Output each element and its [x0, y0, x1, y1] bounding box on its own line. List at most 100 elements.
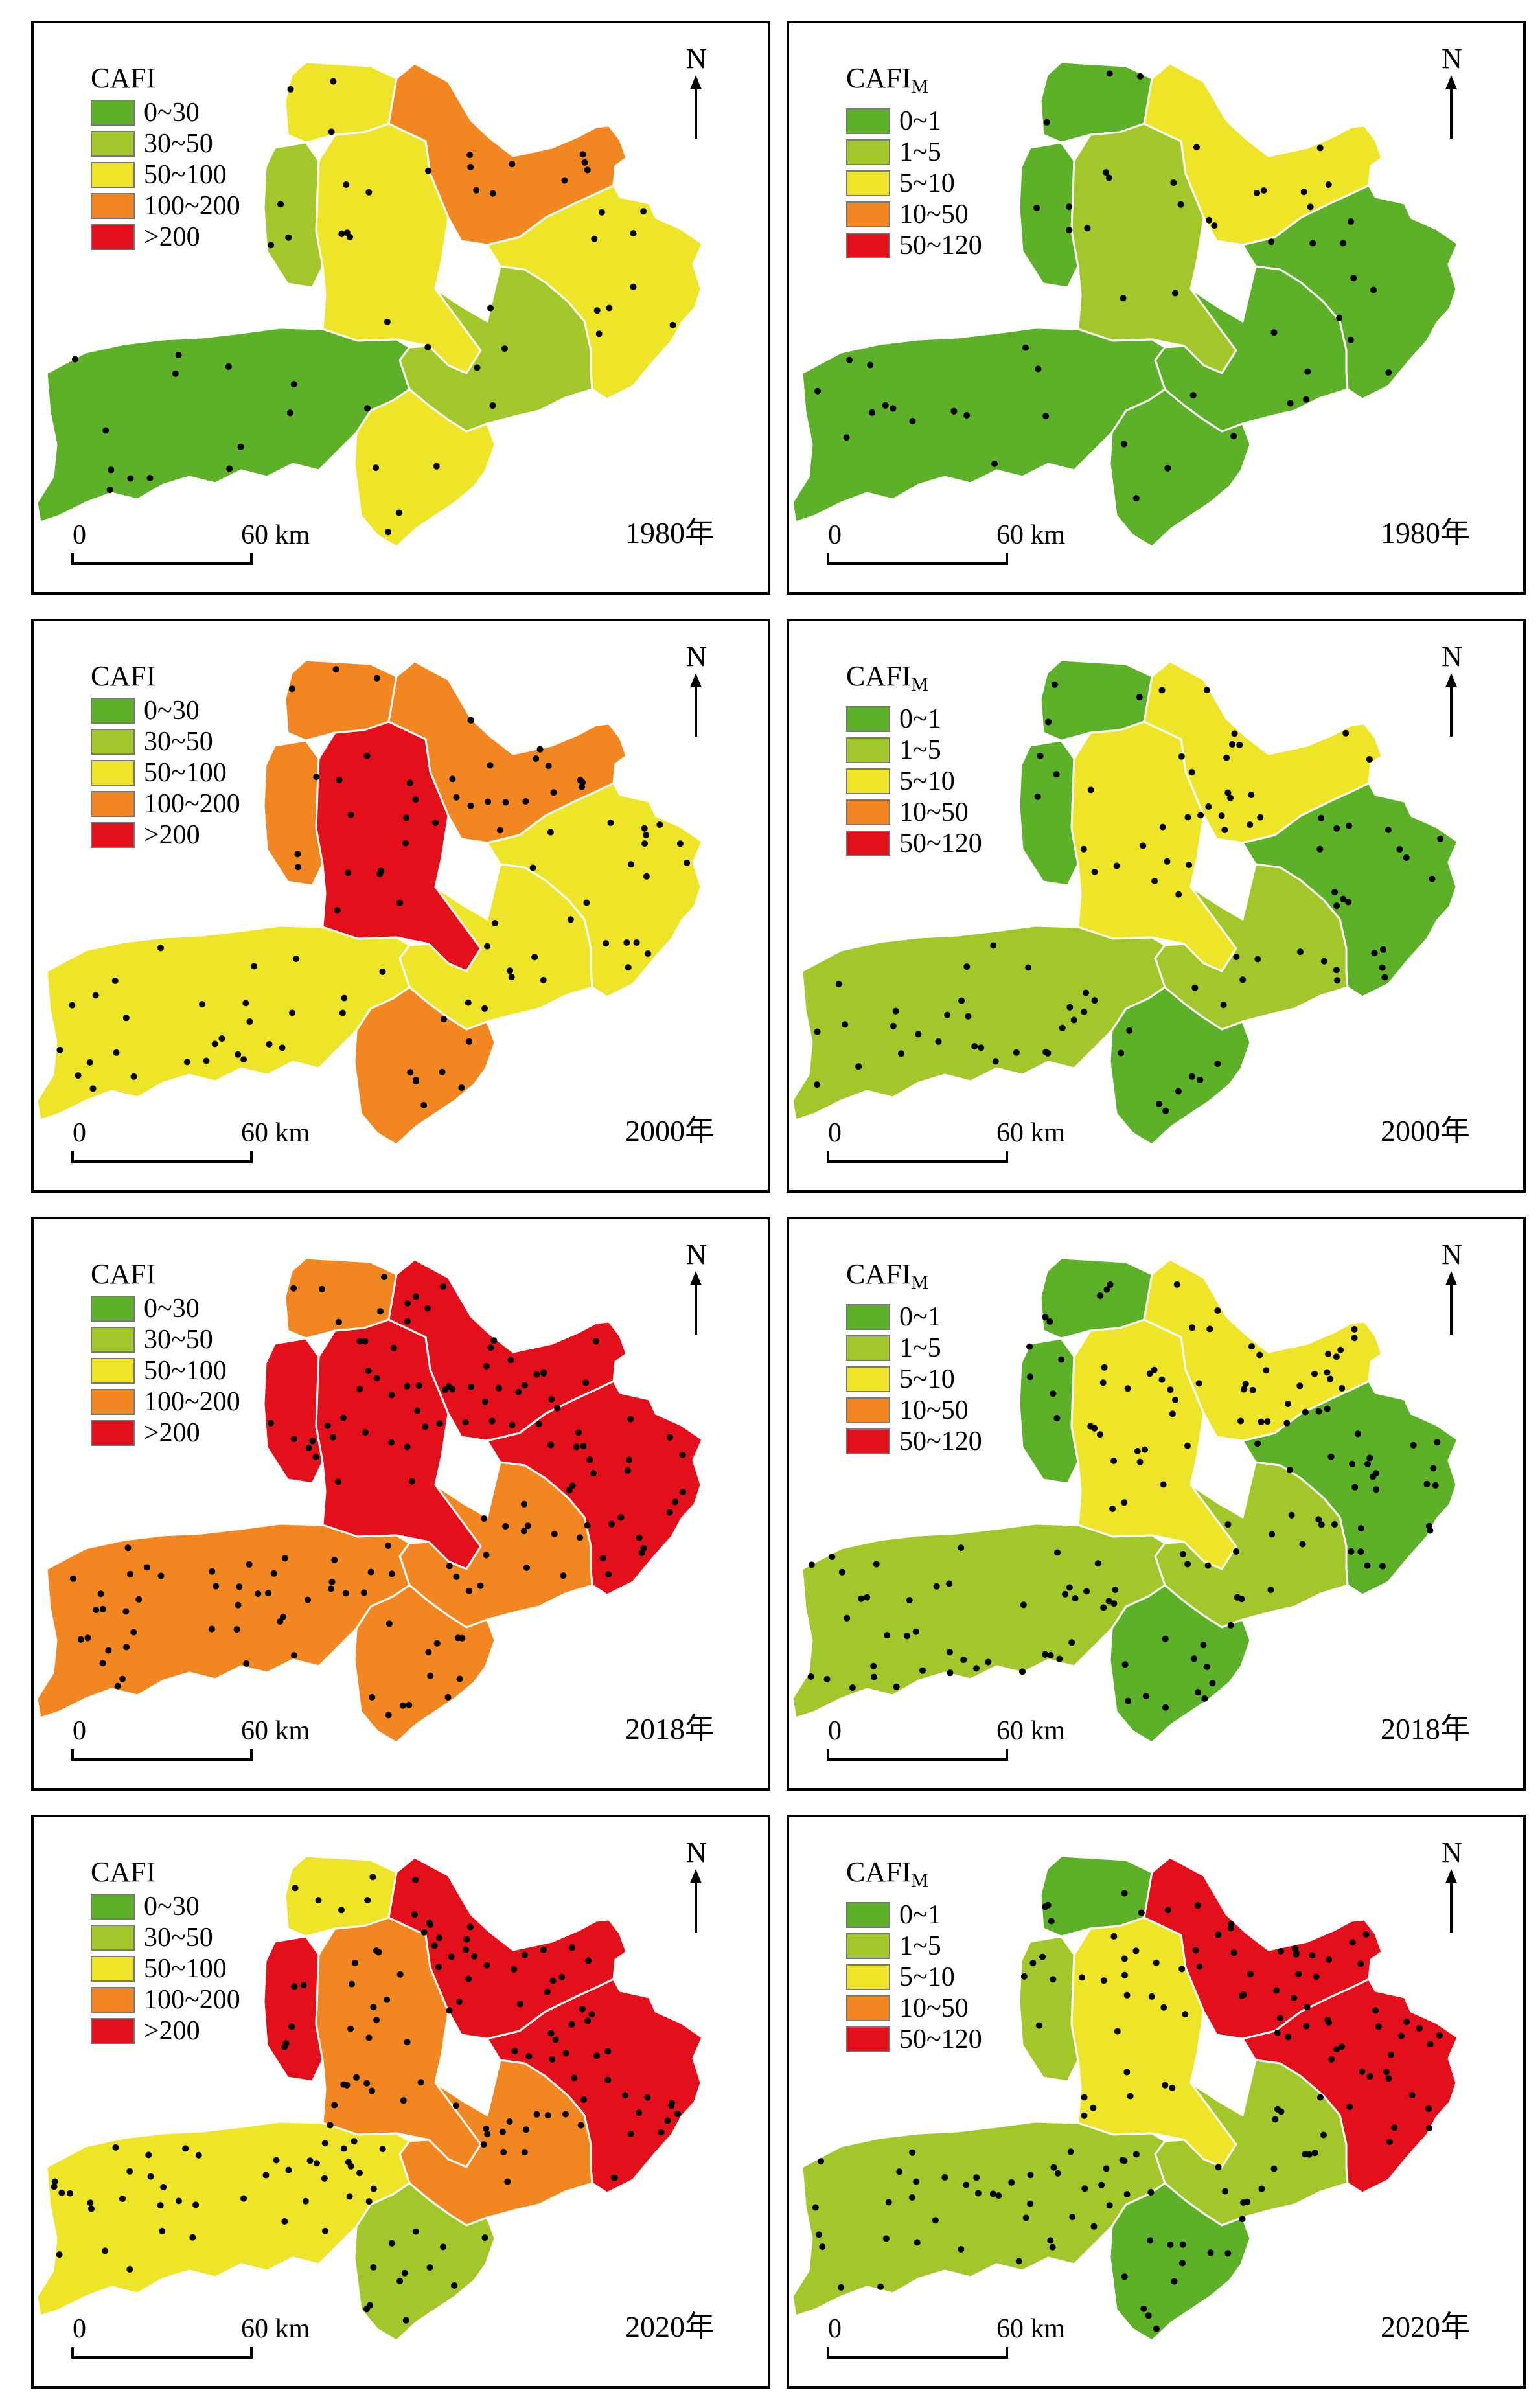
sample-point: [1090, 2223, 1098, 2230]
legend-item: 5~10: [846, 168, 982, 199]
legend-item: 50~120: [846, 2024, 982, 2055]
sample-point: [641, 840, 649, 847]
sample-point: [1324, 2016, 1331, 2023]
sample-point: [420, 1102, 428, 1108]
sample-point: [1302, 1408, 1309, 1416]
sample-point: [1013, 1049, 1020, 1056]
map-panel: CAFI 0~30 30~50 50~100 100~200 >200 N 0 60 km 202…: [31, 1815, 770, 2389]
sample-point: [1204, 1663, 1210, 1670]
north-arrow-icon: [1445, 1271, 1457, 1335]
sample-point: [566, 1487, 573, 1494]
sample-point: [199, 1001, 205, 1008]
scale-bar-line: [827, 1749, 1008, 1761]
legend-label: 30~50: [144, 1923, 213, 1953]
legend-swatch: [846, 1428, 890, 1454]
sample-point: [1258, 2185, 1265, 2192]
sample-point: [377, 1308, 384, 1315]
sample-point: [1100, 1604, 1107, 1611]
sample-point: [246, 1018, 253, 1025]
sample-point: [580, 2096, 587, 2103]
sample-point: [1379, 1563, 1386, 1570]
sample-point: [1284, 1401, 1291, 1408]
sample-point: [1230, 433, 1237, 440]
legend-swatch: [91, 224, 135, 250]
sample-point: [209, 1568, 216, 1575]
scale-zero-label: 0: [73, 1118, 86, 1148]
sample-point: [885, 2199, 892, 2206]
legend-swatch: [846, 1304, 890, 1330]
sample-point: [511, 2048, 518, 2054]
sample-point: [1239, 2216, 1246, 2223]
sample-point: [1179, 2260, 1186, 2267]
scale-bar: 0 60 km: [71, 1118, 310, 1171]
sample-point: [218, 1035, 225, 1042]
sample-point: [334, 907, 341, 914]
sample-point: [342, 1590, 349, 1597]
sample-point: [658, 2129, 665, 2136]
region-northwest: [1018, 739, 1079, 887]
sample-point: [1140, 2305, 1147, 2312]
sample-point: [452, 2102, 459, 2109]
sample-point: [958, 1544, 965, 1552]
sample-point: [1137, 73, 1144, 80]
sample-point: [1132, 1947, 1140, 1955]
sample-point: [388, 1439, 395, 1446]
sample-point: [584, 1522, 591, 1529]
sample-point: [373, 674, 380, 682]
sample-point: [1186, 862, 1193, 869]
sample-point: [669, 321, 676, 328]
legend-item: 30~50: [91, 1922, 240, 1953]
sample-point: [1043, 119, 1050, 126]
sample-point: [365, 1368, 372, 1374]
legend-item: 100~200: [91, 1984, 240, 2015]
sample-point: [453, 794, 460, 801]
sample-point: [1042, 1651, 1049, 1658]
sample-point: [591, 235, 598, 242]
sample-point: [1184, 814, 1191, 821]
region-west: [791, 2120, 1166, 2317]
sample-point: [515, 1388, 522, 1395]
sample-point: [1239, 976, 1247, 983]
sample-point: [569, 1944, 575, 1951]
sample-point: [404, 1443, 411, 1451]
legend-item: 50~120: [846, 1426, 982, 1457]
sample-point: [1311, 1370, 1318, 1377]
sample-point: [388, 1570, 395, 1577]
sample-point: [1042, 413, 1050, 420]
sample-point: [1325, 181, 1332, 188]
year-label: 2020年: [1381, 2310, 1470, 2343]
sample-point: [1238, 1596, 1245, 1603]
sample-point: [105, 1647, 112, 1654]
sample-point: [1195, 1689, 1202, 1696]
sample-point: [991, 460, 998, 467]
sample-point: [1273, 1987, 1280, 1994]
sample-point: [540, 1369, 547, 1376]
sample-point: [1348, 1548, 1355, 1555]
sample-point: [1354, 1430, 1361, 1438]
sample-point: [1167, 1386, 1174, 1393]
sample-point: [483, 2126, 490, 2132]
sample-point: [1087, 786, 1094, 794]
sample-point: [643, 873, 650, 880]
sample-point: [448, 1953, 455, 1960]
region-northwest: [262, 739, 324, 887]
sample-point: [1191, 1655, 1197, 1662]
sample-point: [913, 2178, 920, 2185]
sample-point: [356, 1386, 363, 1393]
sample-point: [400, 1702, 406, 1709]
sample-point: [656, 821, 663, 828]
sample-point: [914, 2239, 921, 2246]
sample-point: [1386, 2139, 1393, 2146]
legend-label: 1~5: [899, 735, 941, 765]
sample-point: [305, 1444, 312, 1451]
legend-label: 50~120: [899, 2024, 982, 2054]
sample-point: [1338, 2043, 1345, 2050]
sample-point: [1318, 1521, 1325, 1528]
sample-point: [384, 1996, 391, 2003]
sample-point: [435, 1934, 442, 1942]
legend-title: CAFI: [91, 62, 156, 94]
sample-point: [1084, 225, 1091, 232]
sample-point: [332, 666, 339, 673]
sample-point: [329, 1434, 336, 1441]
sample-point: [431, 1942, 438, 1949]
